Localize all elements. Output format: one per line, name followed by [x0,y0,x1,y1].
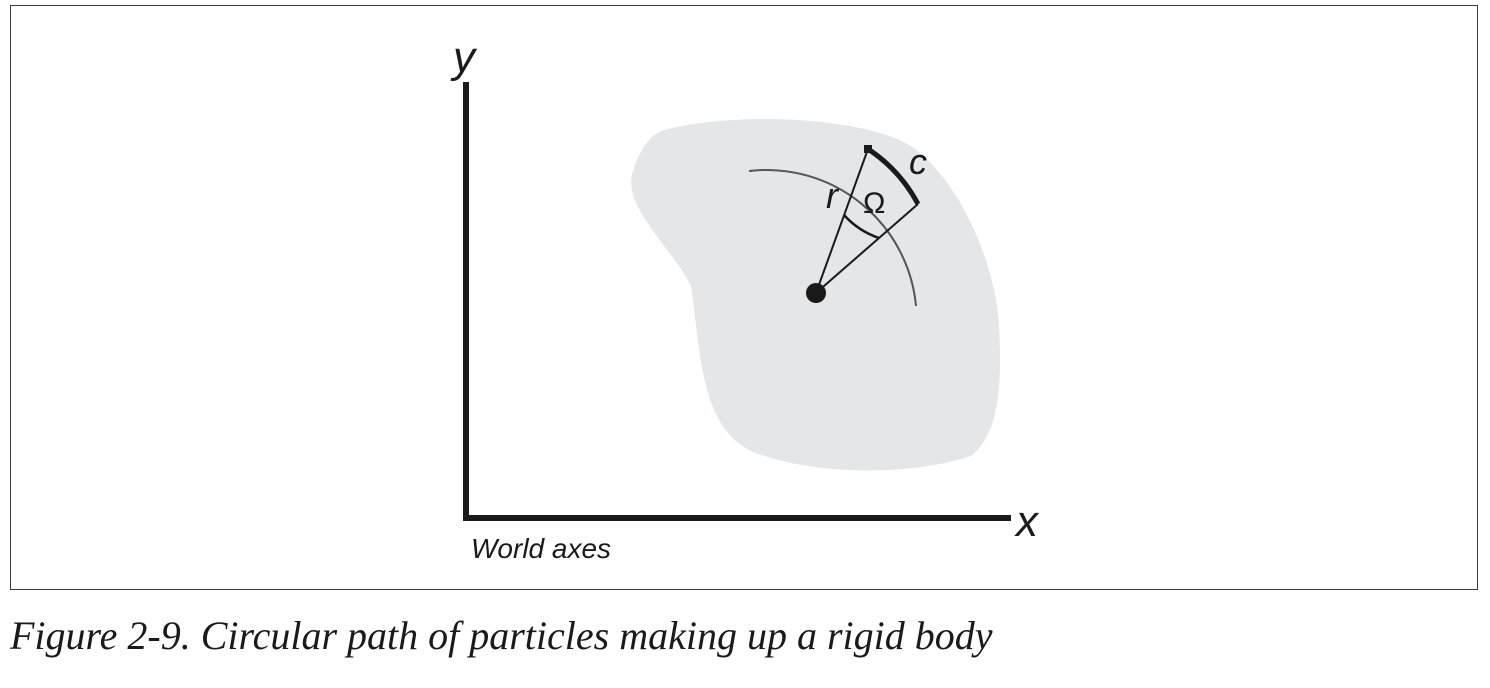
second-radius-line [815,203,919,294]
figure-frame: y x World axes r Ω c [10,5,1478,590]
y-axis-label: y [450,33,478,82]
arc-segment-c [866,146,921,206]
circular-path-arc [748,168,917,307]
world-axes-label: World axes [471,533,611,564]
radius-label: r [826,175,840,216]
angle-label: Ω [863,187,885,220]
diagram-canvas: y x World axes r Ω c [450,33,1040,564]
x-axis-label: x [1014,497,1040,546]
angle-arc-omega [843,214,880,240]
arc-label: c [909,141,927,182]
radius-line [815,148,869,294]
particle-marker [864,145,872,153]
figure-caption: Figure 2-9. Circular path of particles m… [10,613,993,658]
center-of-rotation-dot [806,283,826,303]
